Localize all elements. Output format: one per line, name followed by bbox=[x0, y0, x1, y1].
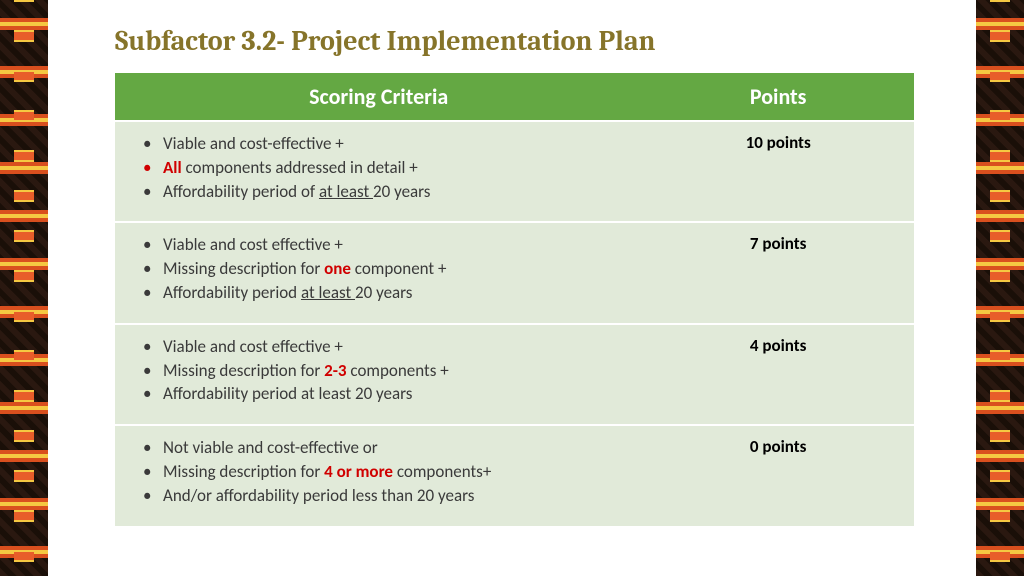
criteria-cell: Not viable and cost-effective orMissing … bbox=[115, 426, 642, 525]
criteria-item: Affordability period at least 20 years bbox=[139, 281, 628, 305]
criteria-item: Viable and cost effective + bbox=[139, 233, 628, 257]
points-cell: 10 points bbox=[642, 122, 914, 221]
emphasis-red: All bbox=[163, 157, 182, 178]
criteria-item: Missing description for 2-3 components + bbox=[139, 359, 628, 383]
criteria-item: Affordability period at least 20 years bbox=[139, 382, 628, 406]
points-cell: 0 points bbox=[642, 426, 914, 525]
criteria-item: Affordability period of at least 20 year… bbox=[139, 180, 628, 204]
points-cell: 4 points bbox=[642, 325, 914, 424]
emphasis-red: 4 or more bbox=[324, 461, 393, 482]
table-row: Viable and cost-effective +All component… bbox=[115, 122, 914, 221]
table-header-row: Scoring Criteria Points bbox=[115, 73, 914, 120]
table-row: Viable and cost effective +Missing descr… bbox=[115, 325, 914, 424]
criteria-item: Viable and cost effective + bbox=[139, 335, 628, 359]
slide-title: Subfactor 3.2- Project Implementation Pl… bbox=[115, 25, 914, 57]
underline-text: at least bbox=[301, 282, 355, 303]
table-row: Not viable and cost-effective orMissing … bbox=[115, 426, 914, 525]
criteria-list: Not viable and cost-effective orMissing … bbox=[129, 436, 628, 507]
slide-content: Subfactor 3.2- Project Implementation Pl… bbox=[115, 25, 914, 528]
criteria-item: Missing description for 4 or more compon… bbox=[139, 460, 628, 484]
criteria-cell: Viable and cost-effective +All component… bbox=[115, 122, 642, 221]
underline-text: at least bbox=[319, 181, 373, 202]
criteria-list: Viable and cost effective +Missing descr… bbox=[129, 335, 628, 406]
criteria-item: Not viable and cost-effective or bbox=[139, 436, 628, 460]
emphasis-red: one bbox=[324, 258, 351, 279]
col-header-criteria: Scoring Criteria bbox=[115, 73, 642, 120]
points-cell: 7 points bbox=[642, 223, 914, 322]
table-row: Viable and cost effective +Missing descr… bbox=[115, 223, 914, 322]
criteria-cell: Viable and cost effective +Missing descr… bbox=[115, 223, 642, 322]
decorative-border-left bbox=[0, 0, 48, 576]
scoring-table: Scoring Criteria Points Viable and cost-… bbox=[115, 71, 914, 528]
criteria-item: All components addressed in detail + bbox=[139, 156, 628, 180]
decorative-border-right bbox=[976, 0, 1024, 576]
emphasis-red: 2-3 bbox=[324, 360, 346, 381]
criteria-item: And/or affordability period less than 20… bbox=[139, 484, 628, 508]
criteria-list: Viable and cost effective +Missing descr… bbox=[129, 233, 628, 304]
criteria-list: Viable and cost-effective +All component… bbox=[129, 132, 628, 203]
col-header-points: Points bbox=[642, 73, 914, 120]
criteria-item: Viable and cost-effective + bbox=[139, 132, 628, 156]
criteria-cell: Viable and cost effective +Missing descr… bbox=[115, 325, 642, 424]
criteria-item: Missing description for one component + bbox=[139, 257, 628, 281]
